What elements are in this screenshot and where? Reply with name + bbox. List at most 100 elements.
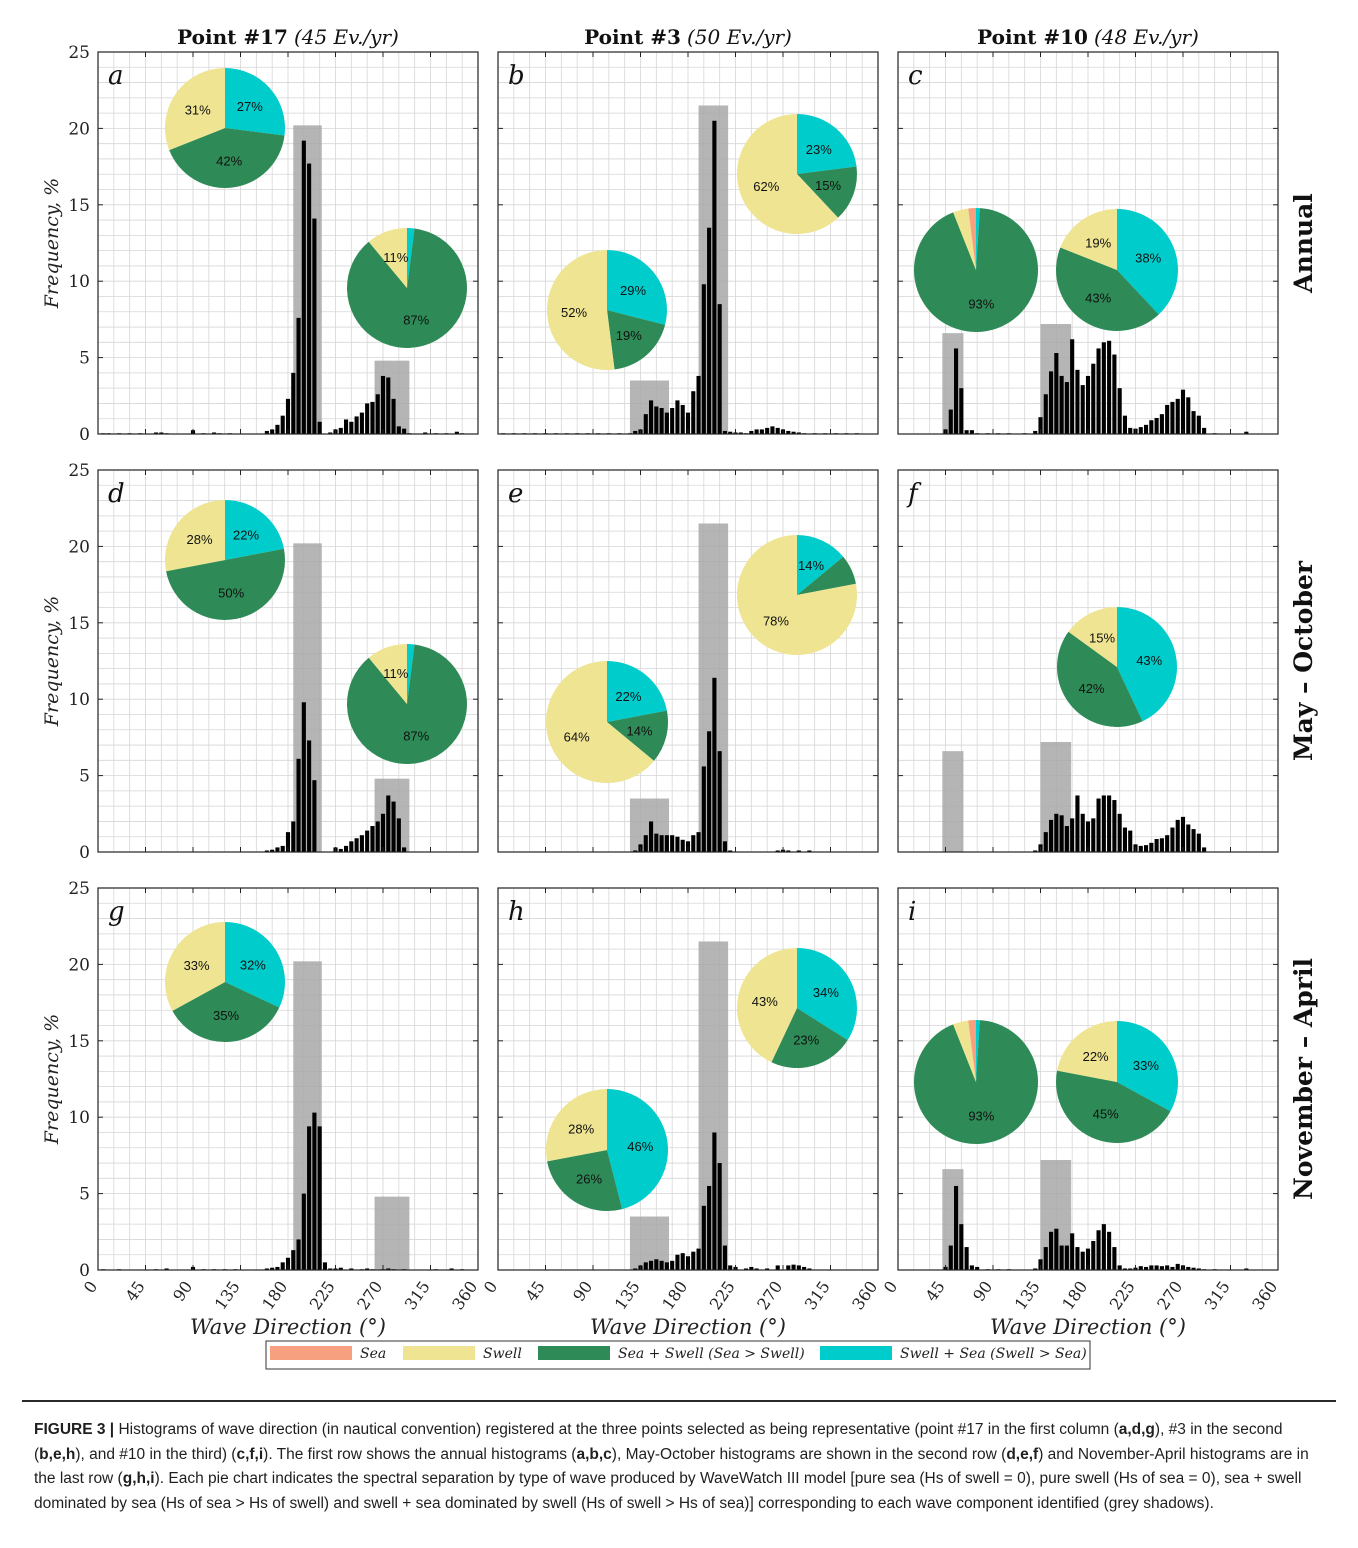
caption-label: FIGURE 3 | (34, 1421, 115, 1438)
panel-h: 0 45 90 135 180 225 270 315 360 Wave Direction (°… (480, 887, 881, 1339)
panel-letter: b (508, 61, 525, 91)
histogram-bar (1122, 827, 1128, 852)
histogram-bar (633, 430, 638, 434)
histogram-bar (291, 821, 296, 852)
histogram-bar (1128, 830, 1133, 852)
pie-label: 42% (1079, 681, 1105, 696)
pie-label: 45% (1093, 1107, 1119, 1122)
column-title-rate: (50 Ev./yr) (687, 25, 792, 49)
histogram-bar (1202, 427, 1207, 434)
histogram-bar (296, 758, 301, 852)
column-title-rate: (48 Ev./yr) (1094, 25, 1199, 49)
histogram-bar (386, 377, 391, 434)
histogram-bar (717, 751, 722, 852)
histogram-bar (322, 1262, 328, 1270)
y-tick-label: 5 (79, 349, 90, 369)
caption-bold-1: a,d,g (1118, 1421, 1155, 1438)
x-tick-label: 135 (211, 1277, 244, 1313)
histogram-bar (765, 1268, 770, 1270)
histogram-bar (685, 1256, 691, 1270)
histogram-bar (959, 388, 964, 434)
histogram-bar (1043, 1247, 1048, 1270)
histogram-bar (307, 740, 312, 852)
histogram-bar (307, 1126, 312, 1270)
pie-slice-sea-swell (547, 1150, 623, 1212)
histogram-bar (164, 1268, 169, 1270)
histogram-bar (802, 1266, 807, 1270)
caption-text-7: ). Each pie chart indicates the spectral… (34, 1470, 1302, 1512)
histogram-bar (1091, 818, 1096, 852)
histogram-bar (359, 412, 364, 434)
histogram-bar (948, 409, 953, 434)
histogram-bar (1091, 363, 1096, 434)
histogram-bar (728, 850, 733, 852)
histogram-bar (1101, 1224, 1106, 1270)
histogram-bar (1138, 1266, 1143, 1270)
x-tick-label: 180 (658, 1277, 691, 1313)
histogram-bar (338, 427, 343, 434)
histogram-bar (349, 421, 354, 434)
legend: Sea Swell Sea + Swell (Sea > Swell) Swell +… (265, 1340, 1091, 1370)
pie-slice-sea-swell (166, 548, 285, 620)
histogram-bar (264, 1268, 269, 1270)
x-tick-label: 180 (258, 1277, 291, 1313)
pie-chart: 93% (914, 1020, 1039, 1144)
y-tick-label: 0 (79, 1261, 90, 1281)
column-title-point: Point #3 (584, 25, 681, 49)
component-shadow (942, 751, 964, 852)
histogram-bar (796, 1265, 801, 1270)
histogram-bar (1165, 1265, 1170, 1270)
histogram-bar (312, 1112, 317, 1270)
pie-label: 38% (1135, 251, 1161, 266)
histogram-bar (1128, 1268, 1133, 1270)
pie-label: 15% (1089, 631, 1115, 646)
histogram-bar (312, 218, 317, 434)
pie-chart: 22% 50% 28% (165, 500, 285, 620)
pie-slice-sea-swell (607, 710, 668, 761)
y-tick-label: 15 (68, 196, 90, 216)
pie-label: 35% (213, 1008, 239, 1023)
y-axis-label: Frequency, % (41, 596, 63, 727)
histogram-bar (264, 430, 269, 434)
histogram-bar (707, 227, 712, 434)
histogram-bar (696, 1248, 701, 1270)
pie-slice-swell-sea (797, 114, 857, 174)
histogram-bar (701, 766, 706, 852)
histogram-bar (1033, 1268, 1038, 1270)
panel-letter: d (108, 479, 125, 509)
histogram-bar (1075, 795, 1080, 852)
histogram-bar (354, 416, 359, 434)
histogram-bar (1048, 819, 1054, 852)
pie-label: 42% (216, 154, 242, 169)
pie-slice-swell (1060, 209, 1117, 270)
ticks (97, 887, 479, 1271)
pie-slice-swell (953, 208, 976, 270)
panel-g: 0 5 10 15 20 25 Frequency, % 0 45 90 135 180 225 270 3… (41, 879, 481, 1339)
histogram-bar (969, 430, 974, 434)
pie-slice-swell (164, 68, 225, 151)
histogram-bar (675, 1254, 680, 1270)
histogram-bar (953, 1185, 959, 1270)
histogram-bar (1159, 838, 1164, 852)
histogram-bar (1070, 818, 1075, 852)
histogram-bar (654, 406, 659, 434)
histogram-bar (722, 1245, 728, 1270)
histogram-bar (1138, 427, 1143, 434)
pie-chart: 87% 11% (346, 644, 467, 765)
pie-slice-swell-sea (976, 208, 980, 270)
pie-chart: 38% 43% 19% (1056, 209, 1178, 331)
pie-label: 27% (237, 99, 263, 114)
histogram-bar (807, 850, 812, 852)
histogram-bar (685, 412, 691, 434)
histogram-bar (1101, 342, 1106, 434)
histogram-bar (1107, 1231, 1112, 1270)
pie-label: 62% (753, 179, 779, 194)
pie-slice-swell (545, 661, 655, 784)
pie-label: 15% (815, 178, 841, 193)
histogram-bar (1143, 845, 1149, 852)
histogram-bar (280, 1262, 285, 1270)
histogram-bar (1202, 847, 1207, 852)
x-tick-label: 270 (353, 1277, 386, 1313)
x-tick-label: 90 (169, 1277, 196, 1305)
histogram-bar (1186, 1266, 1191, 1270)
